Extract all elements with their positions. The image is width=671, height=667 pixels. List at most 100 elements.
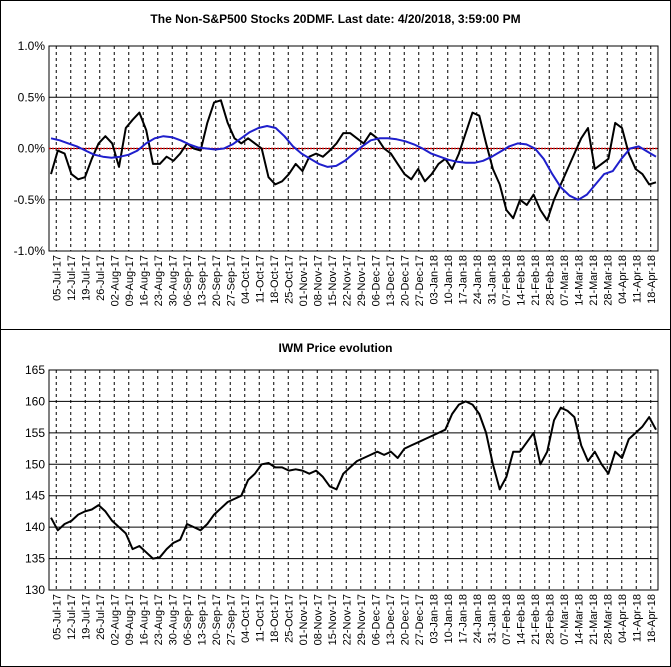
x-tick-label: 26-Jul-17 bbox=[95, 594, 107, 640]
x-tick-label: 20-Sep-17 bbox=[211, 594, 223, 645]
x-tick-label: 05-Jul-17 bbox=[51, 594, 63, 640]
x-tick-label: 04-Oct-17 bbox=[240, 255, 252, 304]
x-tick-label: 15-Nov-17 bbox=[327, 255, 339, 306]
y-tick-label: 0.0% bbox=[18, 142, 46, 156]
bottom-chart-svg: 165 160 155 150 145 140 135 130 05-Jul-17 12-Jul-… bbox=[25, 363, 659, 645]
x-tick-label: 20-Sep-17 bbox=[211, 255, 223, 306]
x-tick-label: 07-Mar-18 bbox=[559, 594, 571, 645]
bottom-chart-title: IWM Price evolution bbox=[278, 341, 393, 355]
x-tick-label: 12-Jul-17 bbox=[66, 255, 78, 301]
x-tick-label: 26-Jul-17 bbox=[95, 255, 107, 301]
y-tick-label: 1.0% bbox=[18, 39, 46, 53]
x-tick-label: 27-Sep-17 bbox=[225, 594, 237, 645]
y-tick-label: 130 bbox=[25, 583, 45, 597]
y-tick-label: 0.5% bbox=[18, 90, 46, 104]
x-tick-label: 19-Jul-17 bbox=[80, 594, 92, 640]
x-tick-label: 13-Sep-17 bbox=[196, 255, 208, 306]
x-tick-label: 19-Jul-17 bbox=[80, 255, 92, 301]
x-tick-label: 14-Feb-18 bbox=[515, 255, 527, 306]
x-tick-label: 03-Jan-18 bbox=[428, 255, 440, 305]
x-tick-label: 21-Feb-18 bbox=[530, 594, 542, 645]
x-tick-label: 11-Oct-17 bbox=[254, 255, 266, 303]
x-tick-label: 30-Aug-17 bbox=[167, 594, 179, 645]
x-tick-label: 11-Oct-17 bbox=[254, 594, 266, 642]
y-tick-label: 150 bbox=[25, 457, 45, 471]
x-tick-label: 24-Jan-18 bbox=[472, 255, 484, 305]
x-tick-label: 31-Jan-18 bbox=[486, 594, 498, 644]
x-tick-label: 02-Aug-17 bbox=[109, 594, 121, 645]
x-tick-label: 16-Aug-17 bbox=[138, 255, 150, 306]
x-tick-label: 11-Apr-18 bbox=[631, 255, 643, 303]
y-tick-label: 155 bbox=[25, 426, 45, 440]
x-tick-label: 07-Mar-18 bbox=[559, 255, 571, 306]
x-tick-label: 04-Apr-18 bbox=[617, 255, 629, 304]
x-tick-label: 24-Jan-18 bbox=[472, 594, 484, 644]
x-tick-label: 21-Mar-18 bbox=[588, 594, 600, 645]
x-tick-label: 28-Feb-18 bbox=[544, 594, 556, 645]
y-tick-label: 140 bbox=[25, 520, 45, 534]
y-tick-label: 160 bbox=[25, 394, 45, 408]
series-line-primary bbox=[50, 400, 657, 560]
x-tick-label: 03-Jan-18 bbox=[428, 594, 440, 644]
x-tick-label: 27-Dec-17 bbox=[414, 594, 426, 645]
x-tick-label: 22-Nov-17 bbox=[341, 255, 353, 306]
x-tick-label: 28-Mar-18 bbox=[602, 594, 614, 645]
x-tick-label: 10-Jan-18 bbox=[443, 255, 455, 305]
x-tick-label: 08-Nov-17 bbox=[312, 255, 324, 306]
x-tick-label: 16-Aug-17 bbox=[138, 594, 150, 645]
x-tick-label: 06-Sep-17 bbox=[182, 594, 194, 645]
y-tick-label: 165 bbox=[25, 363, 45, 377]
x-tick-label: 04-Oct-17 bbox=[240, 594, 252, 643]
y-tick-label: 135 bbox=[25, 552, 45, 566]
x-tick-label: 01-Nov-17 bbox=[298, 255, 310, 306]
x-tick-label: 28-Feb-18 bbox=[544, 255, 556, 306]
x-tick-label: 20-Dec-17 bbox=[399, 255, 411, 306]
y-tick-label: -0.5% bbox=[14, 193, 46, 207]
x-tick-label: 25-Oct-17 bbox=[283, 255, 295, 304]
top-chart-title: The Non-S&P500 Stocks 20DMF. Last date: … bbox=[150, 12, 521, 26]
x-tick-label: 01-Nov-17 bbox=[298, 594, 310, 645]
x-tick-label: 20-Dec-17 bbox=[399, 594, 411, 645]
x-tick-label: 28-Mar-18 bbox=[602, 255, 614, 306]
x-tick-label: 22-Nov-17 bbox=[341, 594, 353, 645]
x-tick-label: 09-Aug-17 bbox=[124, 255, 136, 306]
x-tick-label: 18-Oct-17 bbox=[269, 255, 281, 304]
x-tick-label: 13-Dec-17 bbox=[385, 594, 397, 645]
x-tick-label: 14-Mar-18 bbox=[573, 255, 585, 306]
x-tick-label: 21-Feb-18 bbox=[530, 255, 542, 306]
x-tick-label: 18-Apr-18 bbox=[646, 255, 658, 304]
x-tick-label: 13-Dec-17 bbox=[385, 255, 397, 306]
x-tick-label: 15-Nov-17 bbox=[327, 594, 339, 645]
x-tick-label: 04-Apr-18 bbox=[617, 594, 629, 643]
x-tick-label: 08-Nov-17 bbox=[312, 594, 324, 645]
bottom-chart-panel: IWM Price evolution 165 160 155 150 145 140 13… bbox=[1, 330, 670, 666]
x-tick-label: 17-Jan-18 bbox=[457, 594, 469, 644]
top-chart-svg: 1.0% 0.5% 0.0% -0.5% -1.0% 05-Jul-17 12-Jul-17… bbox=[14, 39, 659, 306]
x-tick-label: 25-Oct-17 bbox=[283, 594, 295, 643]
plot-area bbox=[48, 369, 659, 591]
y-tick-label: 145 bbox=[25, 489, 45, 503]
series-line-secondary bbox=[50, 125, 657, 201]
y-tick-label: -1.0% bbox=[14, 244, 46, 258]
x-tick-label: 18-Oct-17 bbox=[269, 594, 281, 643]
x-tick-label: 02-Aug-17 bbox=[109, 255, 121, 306]
x-tick-label: 05-Jul-17 bbox=[51, 255, 63, 301]
x-tick-label: 14-Feb-18 bbox=[515, 594, 527, 645]
x-tick-label: 12-Jul-17 bbox=[66, 594, 78, 640]
x-tick-label: 07-Feb-18 bbox=[501, 255, 513, 306]
x-tick-label: 29-Nov-17 bbox=[356, 255, 368, 306]
x-tick-label: 14-Mar-18 bbox=[573, 594, 585, 645]
x-tick-label: 11-Apr-18 bbox=[631, 594, 643, 642]
x-tick-label: 17-Jan-18 bbox=[457, 255, 469, 305]
x-tick-label: 23-Aug-17 bbox=[153, 255, 165, 306]
x-tick-label: 29-Nov-17 bbox=[356, 594, 368, 645]
x-tick-label: 27-Sep-17 bbox=[225, 255, 237, 306]
x-tick-label: 31-Jan-18 bbox=[486, 255, 498, 305]
x-tick-label: 06-Dec-17 bbox=[370, 255, 382, 306]
x-tick-label: 10-Jan-18 bbox=[443, 594, 455, 644]
top-chart-panel: The Non-S&P500 Stocks 20DMF. Last date: … bbox=[1, 1, 670, 330]
x-tick-label: 07-Feb-18 bbox=[501, 594, 513, 645]
x-tick-label: 23-Aug-17 bbox=[153, 594, 165, 645]
x-tick-label: 13-Sep-17 bbox=[196, 594, 208, 645]
